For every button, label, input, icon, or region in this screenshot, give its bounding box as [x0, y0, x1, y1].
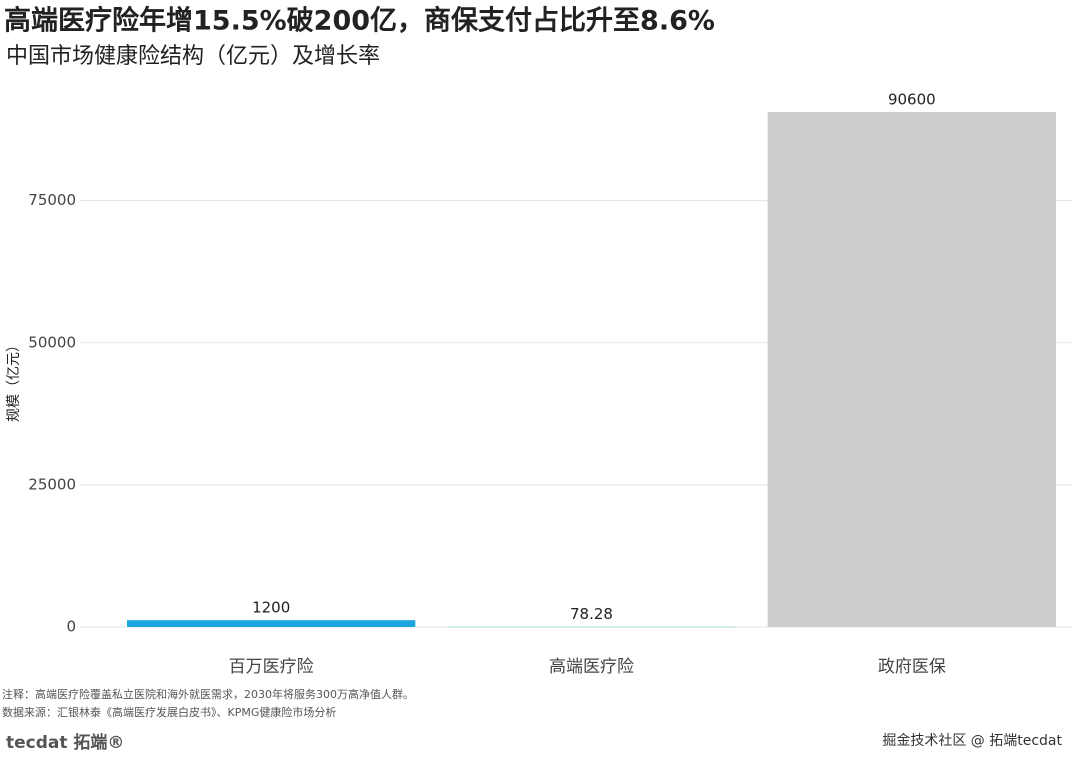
x-tick-label: 政府医保 — [878, 657, 946, 677]
y-axis-label: 规模（亿元） — [6, 338, 22, 422]
y-tick-label: 50000 — [28, 333, 76, 351]
x-tick-label: 高端医疗险 — [549, 657, 634, 677]
y-tick-label: 0 — [66, 618, 76, 636]
bar — [767, 112, 1056, 628]
source: 数据来源：汇银林泰《高端医疗发展白皮书》、KPMG健康险市场分析 — [2, 705, 336, 719]
watermark: 掘金技术社区 @ 拓端tecdat — [882, 733, 1062, 749]
value-label: 90600 — [888, 91, 936, 109]
bar — [447, 626, 736, 628]
x-tick-label: 百万医疗险 — [229, 657, 314, 677]
y-tick-label: 75000 — [28, 191, 76, 209]
note: 注释：高端医疗险覆盖私立医院和海外就医需求，2030年将服务300万高净值人群。 — [2, 687, 414, 701]
chart-subtitle: 中国市场健康险结构（亿元）及增长率 — [6, 44, 380, 69]
watermark: tecdat 拓端® — [6, 732, 124, 753]
y-tick-label: 25000 — [28, 475, 76, 493]
bar — [127, 620, 416, 627]
chart-title: 高端医疗险年增15.5%破200亿，商保支付占比升至8.6% — [4, 5, 715, 37]
value-label: 1200 — [252, 599, 290, 617]
value-label: 78.28 — [570, 605, 613, 623]
